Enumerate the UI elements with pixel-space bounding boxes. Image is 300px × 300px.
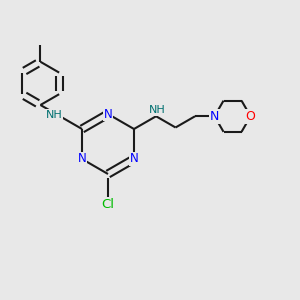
Text: N: N <box>103 107 112 121</box>
Text: N: N <box>78 152 86 166</box>
Text: O: O <box>246 110 256 123</box>
Text: Cl: Cl <box>101 198 115 212</box>
Text: NH: NH <box>46 110 62 120</box>
Text: N: N <box>130 152 138 166</box>
Text: N: N <box>210 110 219 123</box>
Text: NH: NH <box>149 105 166 115</box>
